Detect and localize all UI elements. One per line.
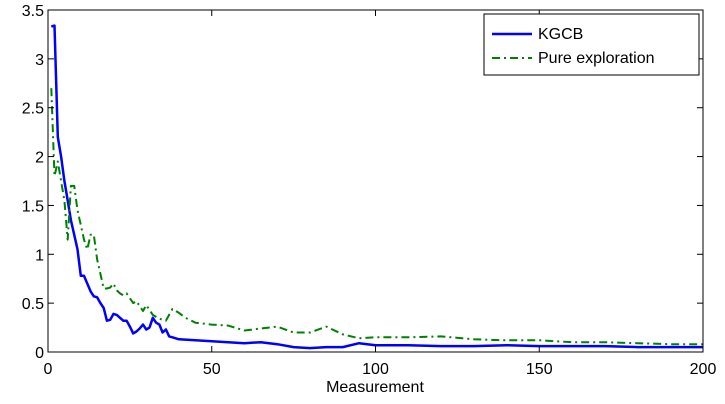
y-tick-label: 1 [35, 247, 44, 264]
legend-label-pure-exploration: Pure exploration [538, 50, 655, 67]
y-tick-label: 1.5 [22, 198, 44, 215]
series-layer [50, 24, 703, 350]
y-tick-label: 3 [35, 52, 44, 69]
x-tick-label: 50 [203, 361, 221, 378]
x-tick-label: 150 [526, 361, 553, 378]
legend-box [483, 13, 700, 76]
legend: KGCB Pure exploration [483, 13, 700, 76]
y-tick-label: 3.5 [22, 3, 44, 20]
series-line-kgcb [50, 24, 703, 350]
y-tick-label: 2.5 [22, 101, 44, 118]
series-line-pure-exploration [50, 88, 703, 346]
y-tick-label: 0.5 [22, 296, 44, 313]
y-tick-label: 0 [35, 345, 44, 362]
y-tick-label: 2 [35, 150, 44, 167]
x-tick-label: 0 [44, 361, 53, 378]
x-tick-label: 100 [362, 361, 389, 378]
x-axis-title: Measurement [326, 379, 424, 396]
tick-layer: 0 50 100 150 200 0 0.5 1 1.5 2 2.5 3 3.5 [22, 3, 717, 378]
x-tick-label: 200 [690, 361, 717, 378]
legend-label-kgcb: KGCB [538, 26, 583, 43]
